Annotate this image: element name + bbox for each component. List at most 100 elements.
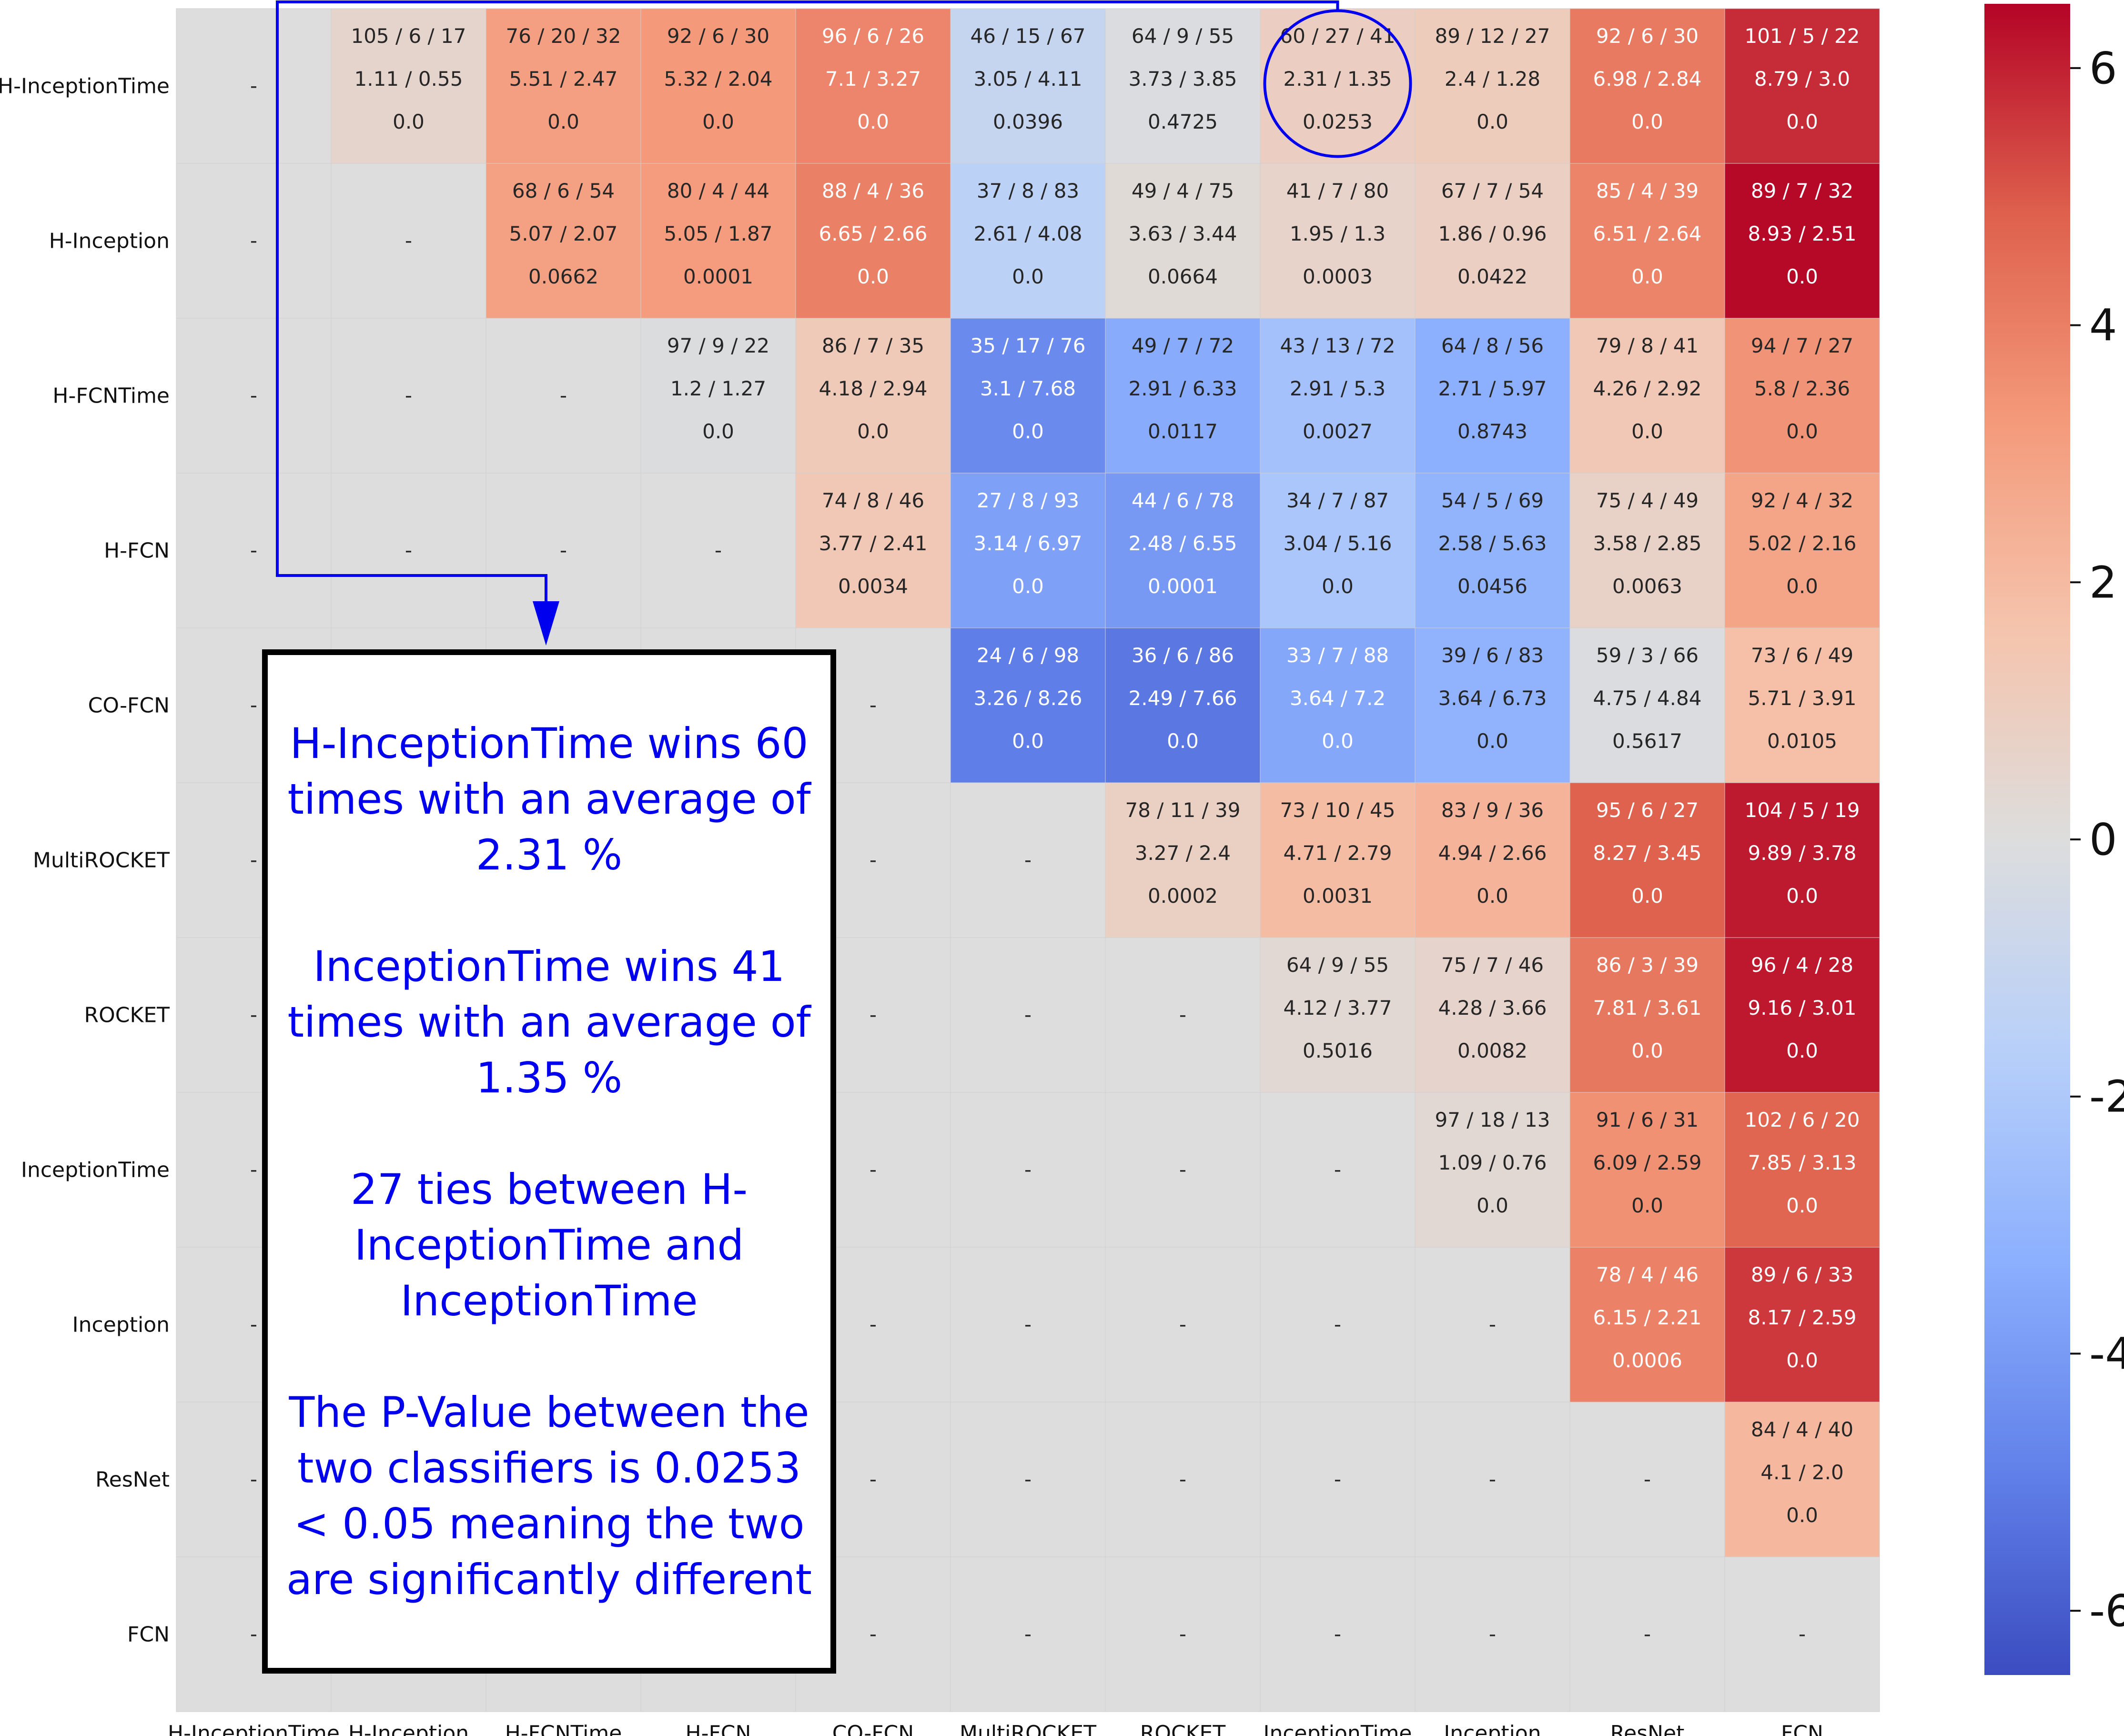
heatmap-cell-empty: [1105, 1092, 1261, 1248]
cell-empty-label: -: [250, 694, 257, 717]
column-label: ROCKET: [1140, 1721, 1226, 1736]
cell-label: 104 / 5 / 19: [1744, 798, 1860, 822]
cell-label: 0.0001: [683, 265, 753, 288]
colorbar-tick-label: 4: [2089, 300, 2117, 351]
cell-label: 7.1 / 3.27: [825, 67, 921, 91]
cell-label: 5.07 / 2.07: [509, 222, 618, 245]
cell-label: 2.91 / 5.3: [1290, 377, 1386, 400]
row-label: ResNet: [95, 1468, 170, 1492]
cell-label: 7.81 / 3.61: [1593, 996, 1702, 1019]
heatmap-cell: [1105, 782, 1261, 938]
cell-label: 33 / 7 / 88: [1286, 644, 1389, 667]
cell-label: 0.0003: [1303, 265, 1373, 288]
heatmap-cell-empty: [640, 473, 796, 628]
connector-arrow-line: [276, 0, 1339, 619]
cell-empty-label: -: [560, 384, 567, 407]
heatmap-cell: [1260, 627, 1416, 783]
cell-label: 7.85 / 3.13: [1748, 1151, 1857, 1174]
cell-label: 0.0: [702, 420, 734, 443]
heatmap-cell: [1724, 163, 1880, 319]
cell-label: 35 / 17 / 76: [970, 334, 1085, 357]
heatmap-cell-empty: [176, 163, 332, 319]
heatmap-cell: [1415, 1092, 1570, 1248]
cell-label: 2.31 / 1.35: [1284, 67, 1392, 91]
cell-empty-label: -: [1644, 1623, 1651, 1646]
cell-empty-label: -: [1024, 848, 1032, 872]
heatmap-cell: [1569, 473, 1725, 628]
cell-label: 0.4725: [1148, 110, 1218, 133]
cell-label: 74 / 8 / 46: [822, 489, 924, 512]
cell-label: 0.0: [1631, 1194, 1663, 1217]
cell-label: 5.32 / 2.04: [664, 67, 773, 91]
annotation-paragraph: The P-Value between the two classifiers …: [286, 1388, 812, 1604]
cell-empty-label: -: [1179, 1468, 1186, 1491]
cell-label: 1.2 / 1.27: [670, 377, 766, 400]
cell-label: 0.0: [1322, 575, 1354, 598]
row-label: H-Inception: [49, 229, 170, 253]
heatmap-cell-empty: [950, 1556, 1106, 1712]
cell-label: 76 / 20 / 32: [506, 24, 621, 48]
cell-label: 0.0063: [1612, 575, 1682, 598]
cell-label: 0.0001: [1148, 575, 1218, 598]
cell-empty-label: -: [715, 539, 722, 562]
heatmap-cell-empty: [1415, 1556, 1570, 1712]
cell-empty-label: -: [1024, 1623, 1032, 1646]
heatmap-cell-empty: [331, 318, 486, 474]
heatmap-cell-empty: [485, 473, 641, 628]
column-label: CO-FCN: [832, 1721, 914, 1736]
cell-label: 92 / 4 / 32: [1751, 489, 1853, 512]
cell-label: 0.0: [1012, 575, 1044, 598]
cell-label: 0.0: [1786, 884, 1818, 908]
cell-empty-label: -: [250, 384, 257, 407]
cell-label: 0.0082: [1457, 1039, 1527, 1062]
heatmap-cell: [950, 8, 1106, 164]
connector-arrow-head: [533, 601, 559, 646]
column-label: InceptionTime: [1263, 1721, 1412, 1736]
cell-label: 41 / 7 / 80: [1286, 179, 1389, 202]
heatmap-cell-empty: [950, 1247, 1106, 1403]
cell-label: 0.0: [1012, 729, 1044, 753]
colorbar-tick-label: 0: [2089, 814, 2117, 865]
cell-label: 95 / 6 / 27: [1596, 798, 1699, 822]
column-label: ResNet: [1610, 1721, 1685, 1736]
cell-empty-label: -: [250, 74, 257, 98]
cell-label: 44 / 6 / 78: [1132, 489, 1234, 512]
heatmap-cell: [485, 163, 641, 319]
column-label: H-FCNTime: [505, 1721, 622, 1736]
cell-label: 3.77 / 2.41: [819, 532, 928, 555]
cell-label: 67 / 7 / 54: [1441, 179, 1544, 202]
cell-label: 0.8743: [1457, 420, 1527, 443]
heatmap-cell: [795, 163, 951, 319]
cell-label: 0.0: [1012, 420, 1044, 443]
cell-label: 6.51 / 2.64: [1593, 222, 1702, 245]
heatmap-cell: [950, 627, 1106, 783]
row-label: MultiROCKET: [33, 848, 170, 873]
heatmap-cell: [640, 8, 796, 164]
cell-empty-label: -: [1179, 1313, 1186, 1336]
heatmap-cell: [1415, 937, 1570, 1093]
cell-label: 97 / 9 / 22: [667, 334, 769, 357]
heatmap-cell: [795, 473, 951, 628]
cell-label: 9.89 / 3.78: [1748, 841, 1857, 865]
cell-empty-label: -: [870, 1623, 877, 1646]
cell-label: 64 / 9 / 55: [1132, 24, 1234, 48]
cell-label: 0.0253: [1303, 110, 1373, 133]
cell-label: 54 / 5 / 69: [1441, 489, 1544, 512]
cell-label: 2.4 / 1.28: [1445, 67, 1540, 91]
heatmap-cell: [485, 8, 641, 164]
cell-label: 3.04 / 5.16: [1284, 532, 1392, 555]
cell-empty-label: -: [1334, 1158, 1341, 1181]
cell-label: 4.12 / 3.77: [1284, 996, 1392, 1019]
cell-label: 86 / 7 / 35: [822, 334, 924, 357]
heatmap-cell-empty: [1105, 1556, 1261, 1712]
cell-label: 0.0: [1631, 265, 1663, 288]
cell-label: 2.49 / 7.66: [1129, 686, 1237, 710]
cell-label: 0.0: [1786, 265, 1818, 288]
cell-empty-label: -: [1334, 1313, 1341, 1336]
cell-label: 9.16 / 3.01: [1748, 996, 1857, 1019]
cell-label: 0.0422: [1457, 265, 1527, 288]
heatmap-cell: [1415, 8, 1570, 164]
cell-label: 0.0: [1631, 420, 1663, 443]
cell-label: 91 / 6 / 31: [1596, 1108, 1699, 1131]
